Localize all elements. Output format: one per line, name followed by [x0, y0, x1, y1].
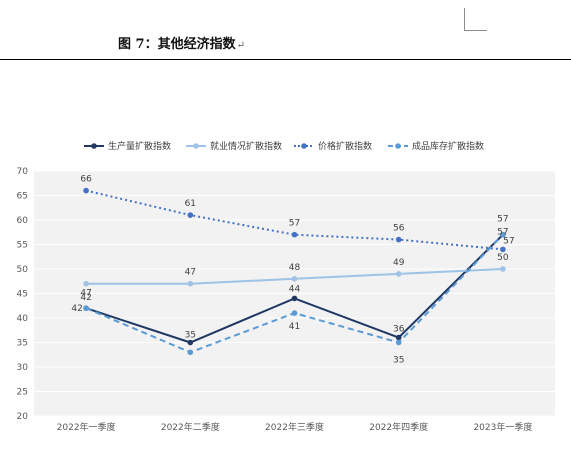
data-point — [395, 236, 402, 243]
legend-label: 就业情况扩散指数 — [210, 140, 282, 152]
x-tick-label: 2022年二季度 — [161, 421, 220, 433]
y-tick-label: 65 — [17, 192, 28, 202]
paragraph-mark: ↵ — [236, 40, 245, 51]
y-tick-label: 50 — [17, 265, 29, 275]
data-label: 41 — [289, 322, 300, 332]
data-point — [187, 339, 194, 346]
data-point — [187, 280, 194, 287]
data-point — [187, 349, 194, 356]
data-point — [83, 280, 89, 287]
data-point — [83, 305, 89, 312]
data-point — [291, 310, 298, 316]
data-point — [395, 271, 402, 277]
data-label: 47 — [80, 289, 91, 299]
y-tick-label: 35 — [17, 339, 28, 349]
data-label: 42 — [71, 304, 82, 314]
x-tick-label: 2022年一季度 — [57, 421, 116, 433]
y-tick-label: 30 — [17, 363, 29, 373]
data-point — [500, 231, 506, 238]
x-tick-label: 2022年三季度 — [265, 421, 324, 433]
data-label: 50 — [497, 253, 509, 263]
legend-label: 价格扩散指数 — [318, 140, 372, 152]
data-point — [395, 339, 402, 346]
data-label: 44 — [289, 284, 301, 294]
y-tick-label: 45 — [17, 290, 28, 300]
data-point — [500, 266, 506, 272]
data-label: 56 — [393, 224, 405, 234]
data-label: 36 — [393, 325, 405, 335]
data-label: 42 — [80, 293, 91, 303]
y-tick-label: 60 — [17, 216, 29, 226]
data-label: 57 — [503, 236, 514, 246]
data-point — [291, 276, 298, 282]
y-tick-label: 70 — [17, 167, 29, 177]
data-label: 57 — [289, 219, 300, 229]
y-tick-label: 20 — [17, 412, 29, 422]
legend-marker — [91, 143, 97, 149]
y-tick-label: 40 — [17, 314, 29, 324]
data-point — [291, 295, 298, 302]
page-corner-mark — [464, 8, 487, 31]
data-point — [500, 246, 506, 253]
legend-label: 成品库存扩散指数 — [412, 140, 484, 152]
data-label: 57 — [497, 228, 508, 238]
data-label: 57 — [497, 215, 508, 225]
figure-title-text: 图 7：其他经济指数 — [118, 37, 236, 52]
series-line-2 — [85, 189, 503, 251]
legend-label: 生产量扩散指数 — [108, 140, 171, 152]
data-label: 66 — [80, 175, 92, 185]
legend-marker — [193, 143, 199, 149]
x-tick-label: 2023年一季度 — [473, 421, 532, 433]
figure-title: 图 7：其他经济指数↵ — [118, 33, 245, 52]
data-label: 48 — [289, 263, 301, 273]
data-point — [187, 212, 194, 218]
y-tick-label: 55 — [17, 241, 28, 251]
data-point — [291, 231, 298, 238]
data-label: 61 — [185, 199, 196, 209]
header-rule — [0, 59, 571, 60]
legend-marker — [395, 143, 401, 149]
x-tick-label: 2022年四季度 — [369, 421, 428, 433]
data-point — [395, 334, 402, 341]
data-label: 47 — [185, 268, 196, 278]
data-label: 35 — [393, 356, 404, 366]
data-point — [83, 187, 89, 194]
legend-marker — [301, 143, 307, 149]
data-label: 35 — [185, 331, 196, 341]
y-tick-label: 25 — [17, 388, 28, 398]
data-label: 49 — [393, 258, 405, 268]
